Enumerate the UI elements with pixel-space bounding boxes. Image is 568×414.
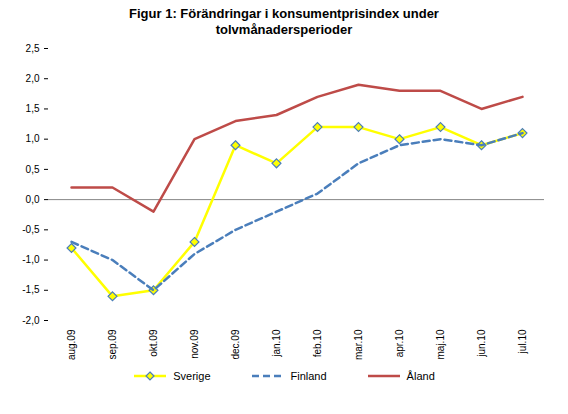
svg-text:-2,0: -2,0: [22, 315, 40, 326]
svg-text:1,5: 1,5: [26, 103, 40, 114]
svg-text:okt.09: okt.09: [148, 329, 159, 357]
svg-text:dec.09: dec.09: [230, 329, 241, 359]
html-text:Åland: Åland: [406, 370, 435, 382]
svg-text:-0,5: -0,5: [22, 224, 40, 235]
svg-text:2,0: 2,0: [26, 73, 40, 84]
svg-text:aug.09: aug.09: [66, 329, 77, 360]
svg-text:sep.09: sep.09: [107, 329, 118, 359]
html-text:Figur 1: Förändringar i konsum: Figur 1: Förändringar i konsumentprisind…: [129, 6, 439, 37]
svg-text:-1,0: -1,0: [22, 254, 40, 265]
svg-text:nov.09: nov.09: [189, 329, 200, 359]
html-text:Finland: Finland: [290, 370, 327, 382]
svg-text:apr.10: apr.10: [394, 329, 405, 357]
svg-text:-1,5: -1,5: [22, 284, 40, 295]
html-text:Sverige: Sverige: [173, 370, 211, 382]
svg-text:jan.10: jan.10: [271, 329, 282, 358]
svg-text:1,0: 1,0: [26, 133, 40, 144]
svg-text:0,5: 0,5: [26, 164, 40, 175]
svg-text:maj.10: maj.10: [435, 329, 446, 359]
svg-text:jun.10: jun.10: [476, 329, 487, 358]
svg-text:jul.10: jul.10: [517, 329, 528, 354]
svg-text:2,5: 2,5: [26, 43, 40, 54]
svg-text:0,0: 0,0: [26, 194, 40, 205]
svg-text:feb.10: feb.10: [312, 329, 323, 357]
svg-text:mar.10: mar.10: [353, 329, 364, 360]
